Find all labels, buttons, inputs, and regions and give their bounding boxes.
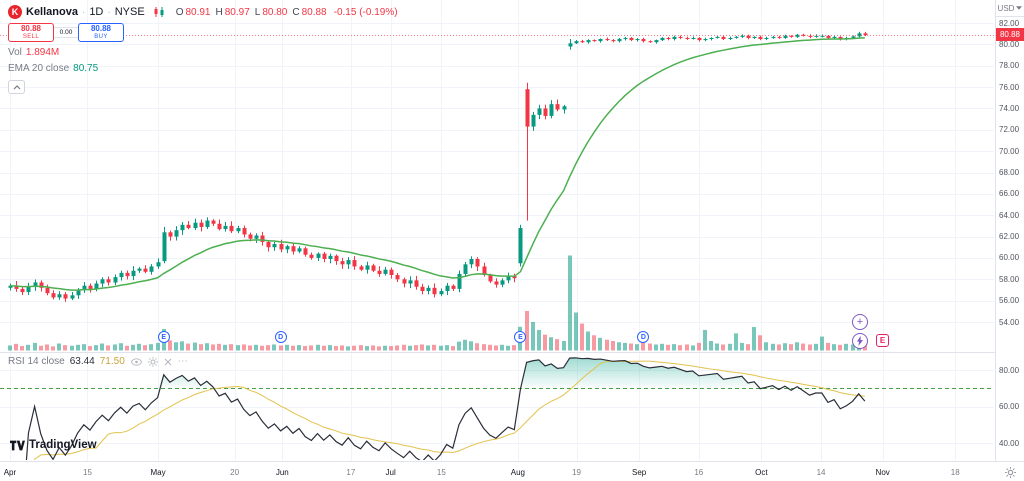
currency-selector[interactable]: USD (996, 0, 1024, 17)
event-badge-d[interactable]: D (637, 331, 650, 343)
buy-label: BUY (94, 34, 108, 41)
price-axis-label: 64.00 (999, 210, 1020, 220)
time-axis-label: Sep (632, 468, 647, 477)
chevron-down-icon (1016, 6, 1023, 10)
price-axis-label: 80.00 (999, 39, 1020, 49)
last-price-tag: 80.88 (996, 28, 1024, 42)
rsi-legend[interactable]: RSI 14 close 63.44 71.50 ⋯ (8, 356, 188, 367)
ohlc-letter: H (215, 6, 223, 18)
volume-legend[interactable]: Vol 1.894M (8, 47, 401, 58)
time-axis-label: Jun (275, 468, 289, 477)
time-axis-label: 16 (694, 468, 704, 477)
event-badge-e[interactable]: E (514, 331, 527, 343)
chart-legend: K Kellanova · 1D · NYSE O 80.91 H 80.97 L 80.… (8, 5, 401, 94)
price-axis-label: 62.00 (999, 232, 1020, 242)
price-axis-label: 54.00 (999, 317, 1020, 327)
ema-value: 80.75 (73, 63, 99, 74)
price-axis-label: 70.00 (999, 146, 1020, 156)
upcoming-earnings-badge[interactable]: E (876, 334, 889, 347)
event-badge-d[interactable]: D (274, 331, 287, 343)
price-axis-label: 74.00 (999, 103, 1020, 113)
time-axis-label: 20 (230, 468, 240, 477)
ohlc-value: 80.88 (301, 6, 327, 18)
ohlc-change: -0.15 (-0.19%) (333, 6, 398, 18)
price-axis-label: 60.00 (999, 253, 1020, 263)
sell-price: 80.88 (20, 23, 42, 33)
buy-button[interactable]: 80.88 BUY (78, 23, 124, 42)
ohlc-value: 80.91 (185, 6, 211, 18)
settings-gear-icon[interactable] (147, 356, 158, 367)
time-axis-label: May (150, 468, 166, 477)
price-axis-label: 76.00 (999, 82, 1020, 92)
tradingview-mark-icon (10, 440, 25, 450)
ohlc-value: 80.80 (262, 6, 288, 18)
spread-value: 0.00 (54, 27, 78, 38)
symbol-name[interactable]: Kellanova (26, 6, 78, 18)
axis-settings-icon[interactable] (1002, 465, 1018, 479)
rsi-value: 63.44 (69, 356, 95, 367)
price-axis[interactable]: USD 80.88 82.00 80.00 78.00 76.00 74.00 72.00… (995, 0, 1024, 461)
trade-buttons: 80.88 SELL 0.00 80.88 BUY (8, 23, 401, 42)
ohlc-value: 80.97 (224, 6, 250, 18)
price-axis-label: 68.00 (999, 168, 1020, 177)
lightning-icon (857, 336, 863, 346)
kellanova-logo-icon: K (8, 5, 22, 19)
time-axis-label: Nov (875, 468, 890, 477)
close-icon[interactable] (164, 358, 172, 366)
separator-dot: · (107, 6, 111, 18)
interval-label[interactable]: 1D (89, 6, 104, 18)
rsi-axis-label: 80.00 (999, 365, 1020, 375)
lightning-trade-button[interactable] (852, 333, 868, 349)
time-axis-label: 18 (950, 468, 960, 477)
ohlc-letter: O (175, 6, 184, 18)
chevron-up-icon (13, 84, 20, 89)
pane-separator[interactable] (0, 352, 1024, 353)
candlestick-style-icon (153, 6, 166, 18)
ema-label: EMA 20 close (8, 63, 70, 74)
buy-price: 80.88 (90, 23, 112, 33)
sell-button[interactable]: 80.88 SELL (8, 23, 54, 42)
time-axis-label: Apr (3, 468, 17, 477)
rsi-ma-value: 71.50 (99, 356, 125, 367)
rsi-axis-label: 60.00 (999, 402, 1020, 411)
volume-value: 1.894M (25, 47, 60, 58)
ema-legend[interactable]: EMA 20 close 80.75 (8, 63, 401, 74)
time-axis[interactable]: Apr 15 May 20 Jun 17 Jul 15 Aug 19 Sep 16 Oct 14 Nov 18 (0, 461, 1024, 481)
price-axis-label: 56.00 (999, 296, 1020, 306)
volume-label: Vol (8, 47, 22, 58)
separator-dot: · (81, 6, 86, 18)
tradingview-logo[interactable]: TradingView (10, 439, 97, 451)
time-axis-label: 17 (346, 468, 356, 477)
price-axis-label: 66.00 (999, 189, 1020, 199)
currency-label: USD (997, 3, 1015, 13)
ohlc-values: O 80.91 H 80.97 L 80.80 C 80.88 -0.15 (-0.19%) (176, 7, 401, 18)
price-axis-label: 82.00 (999, 18, 1020, 28)
ohlc-letter: L (254, 6, 261, 18)
time-axis-label: 19 (572, 468, 581, 477)
eye-icon[interactable] (130, 357, 142, 366)
price-axis-label: 58.00 (999, 274, 1020, 284)
rsi-axis-label: 40.00 (999, 438, 1020, 448)
tradingview-wordmark: TradingView (29, 439, 97, 451)
rsi-label: RSI 14 close (8, 356, 65, 367)
ohlc-letter: C (292, 6, 300, 18)
more-options-icon[interactable]: ⋯ (177, 355, 188, 367)
time-axis-label: Aug (510, 468, 525, 477)
add-alert-plus-button[interactable]: + (852, 314, 868, 330)
collapse-legend-button[interactable] (8, 80, 25, 94)
time-axis-label: Jul (385, 468, 396, 477)
event-badge-e[interactable]: E (157, 331, 170, 343)
time-axis-label: 15 (83, 468, 92, 477)
time-axis-label: 15 (436, 468, 446, 477)
exchange-label[interactable]: NYSE (114, 6, 145, 18)
price-axis-label: 78.00 (999, 61, 1020, 71)
sell-label: SELL (22, 34, 40, 41)
symbol-row: K Kellanova · 1D · NYSE O 80.91 H 80.97 L 80.… (8, 5, 401, 19)
time-axis-label: Oct (755, 468, 768, 477)
price-axis-label: 72.00 (999, 125, 1020, 135)
time-axis-label: 14 (816, 468, 826, 477)
